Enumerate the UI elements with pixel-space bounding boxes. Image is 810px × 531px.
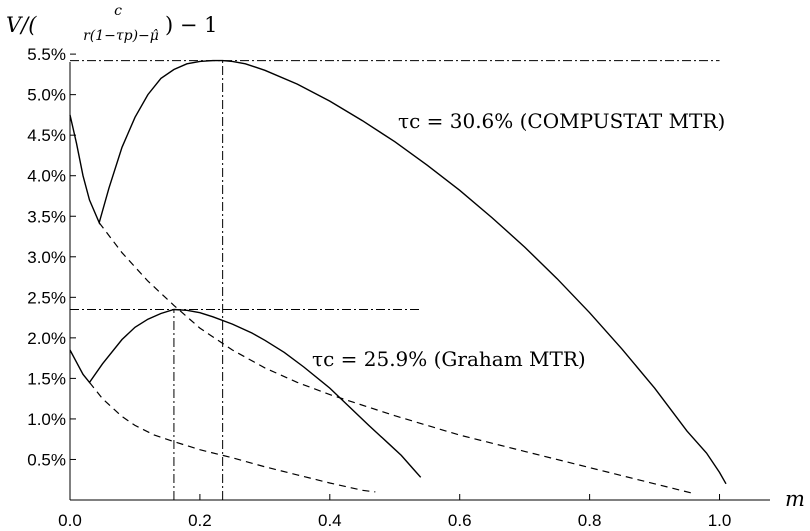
series-line-dashed <box>89 382 376 493</box>
reference-lines <box>70 60 720 500</box>
axes <box>69 53 770 501</box>
y-tick-label: 2.5% <box>27 288 66 307</box>
y-tick-label: 4.0% <box>27 167 66 186</box>
x-tick-label: 0.2 <box>188 511 212 530</box>
annotation-compustat: τc = 30.6% (COMPUSTAT MTR) <box>398 109 725 133</box>
x-tick-label: 1.0 <box>708 511 732 530</box>
series-group <box>69 59 727 495</box>
y-axis-label-numerator: c <box>114 3 122 19</box>
y-axis-label-prefix: V/( <box>6 13 37 37</box>
x-tick-label: 0.8 <box>578 511 602 530</box>
annotation-graham: τc = 25.9% (Graham MTR) <box>312 347 586 371</box>
y-tick-label: 4.5% <box>27 126 66 145</box>
y-tick-label: 5.5% <box>27 45 66 64</box>
y-tick-label: 5.0% <box>27 86 66 105</box>
y-tick-label: 0.5% <box>27 450 66 469</box>
y-tick-label: 3.0% <box>27 248 66 267</box>
x-tick-label: 0.4 <box>318 511 342 530</box>
y-tick-label: 3.5% <box>27 207 66 226</box>
x-tick-label: 0.6 <box>448 511 472 530</box>
y-tick-label: 1.0% <box>27 410 66 429</box>
series-line-solid <box>69 59 727 485</box>
y-axis-label-denominator: r(1−τp)−μ̂ <box>83 28 159 44</box>
tick-labels: 0.5% 1.0% 1.5% 2.0% 2.5% 3.0% 3.5% 4.0% 4.5% 5.0%… <box>27 45 731 530</box>
x-axis-label: m <box>785 487 805 511</box>
y-axis-label-suffix: ) − 1 <box>165 13 218 37</box>
y-tick-label: 1.5% <box>27 369 66 388</box>
series-line-dashed <box>98 222 694 495</box>
y-tick-label: 2.0% <box>27 329 66 348</box>
x-tick-label: 0.0 <box>58 511 82 530</box>
series-line-solid <box>69 308 422 478</box>
